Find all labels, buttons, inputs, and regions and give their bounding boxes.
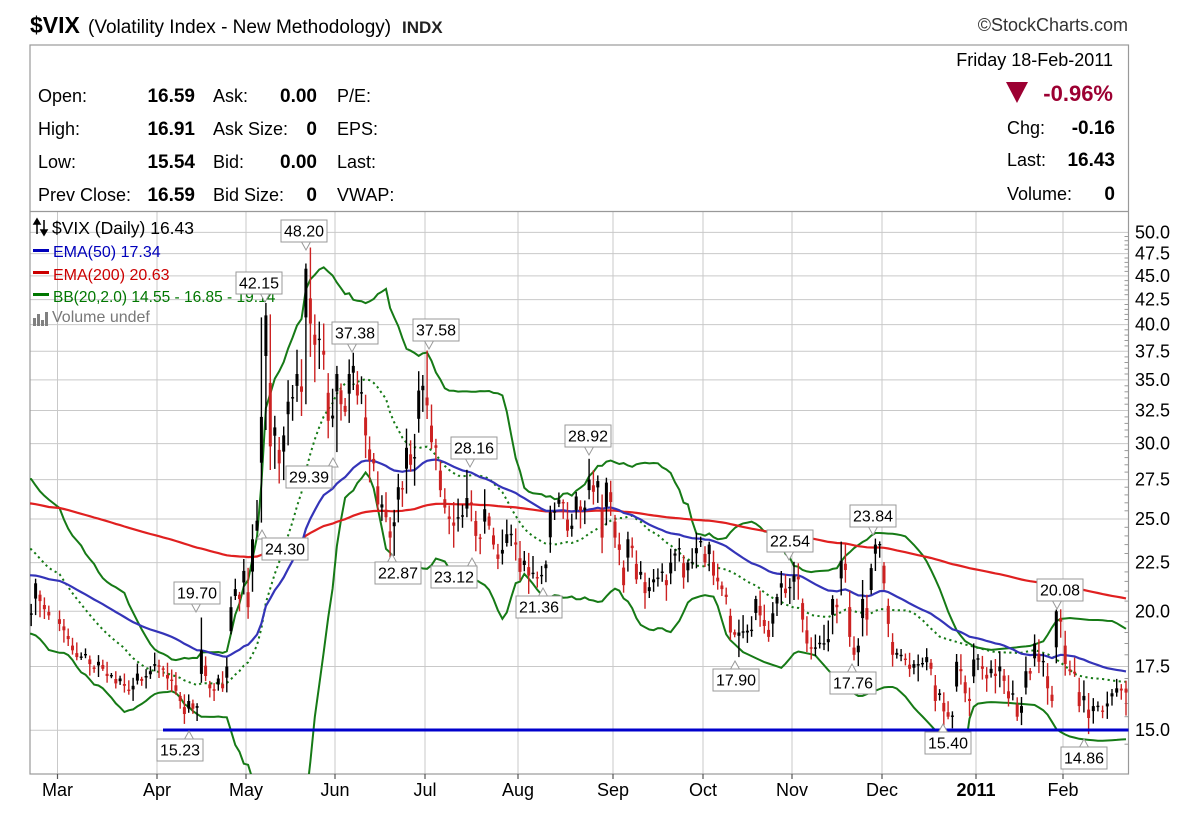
svg-text:Bid:: Bid:	[213, 152, 244, 172]
svg-text:Open:: Open:	[38, 86, 87, 106]
svg-text:(Volatility Index - New Method: (Volatility Index - New Methodology)	[88, 17, 391, 38]
svg-text:16.59: 16.59	[147, 86, 195, 107]
svg-text:Friday 18-Feb-2011: Friday 18-Feb-2011	[956, 50, 1113, 70]
svg-text:Apr: Apr	[143, 780, 171, 800]
svg-text:Jul: Jul	[413, 780, 436, 800]
svg-text:27.5: 27.5	[1135, 470, 1170, 490]
svg-text:15.0: 15.0	[1135, 720, 1170, 740]
svg-text:BB(20,2.0) 14.55 - 16.85 - 19.: BB(20,2.0) 14.55 - 16.85 - 19.14	[53, 289, 276, 306]
svg-text:48.20: 48.20	[284, 224, 324, 241]
svg-text:22.54: 22.54	[770, 534, 810, 551]
svg-text:23.12: 23.12	[434, 570, 474, 587]
svg-text:Last:: Last:	[1007, 150, 1046, 170]
svg-text:22.5: 22.5	[1135, 553, 1170, 573]
svg-text:Low:: Low:	[38, 152, 76, 172]
svg-text:P/E:: P/E:	[337, 86, 371, 106]
svg-text:42.15: 42.15	[239, 276, 279, 293]
svg-text:24.30: 24.30	[265, 542, 305, 559]
svg-text:EMA(200) 20.63: EMA(200) 20.63	[53, 267, 170, 284]
svg-text:19.70: 19.70	[177, 586, 217, 603]
svg-text:Jun: Jun	[320, 780, 349, 800]
svg-text:15.54: 15.54	[147, 152, 195, 173]
svg-text:15.40: 15.40	[928, 736, 968, 753]
svg-text:EMA(50) 17.34: EMA(50) 17.34	[53, 244, 161, 261]
svg-text:Feb: Feb	[1047, 780, 1078, 800]
svg-text:May: May	[229, 780, 263, 800]
svg-text:INDX: INDX	[402, 18, 443, 37]
svg-text:EPS:: EPS:	[337, 119, 378, 139]
svg-text:Mar: Mar	[42, 780, 73, 800]
svg-text:Chg:: Chg:	[1007, 118, 1045, 138]
svg-text:17.90: 17.90	[716, 673, 756, 690]
svg-text:37.38: 37.38	[335, 326, 375, 343]
svg-text:45.0: 45.0	[1135, 266, 1170, 286]
svg-text:16.59: 16.59	[147, 185, 195, 206]
svg-text:50.0: 50.0	[1135, 222, 1170, 242]
svg-text:0: 0	[1104, 184, 1115, 205]
svg-text:Ask Size:: Ask Size:	[213, 119, 288, 139]
svg-text:0: 0	[306, 119, 317, 140]
svg-text:Dec: Dec	[866, 780, 898, 800]
svg-text:20.0: 20.0	[1135, 601, 1170, 621]
svg-text:28.92: 28.92	[568, 429, 608, 446]
svg-text:0.00: 0.00	[280, 152, 317, 173]
svg-text:16.43: 16.43	[1067, 150, 1115, 171]
svg-text:Volume:: Volume:	[1007, 184, 1072, 204]
svg-text:High:: High:	[38, 119, 80, 139]
svg-text:23.84: 23.84	[853, 509, 893, 526]
svg-text:Bid Size:: Bid Size:	[213, 185, 284, 205]
svg-text:47.5: 47.5	[1135, 244, 1170, 264]
svg-text:VWAP:: VWAP:	[337, 185, 394, 205]
svg-text:40.0: 40.0	[1135, 315, 1170, 335]
svg-text:2011: 2011	[956, 780, 995, 800]
svg-text:20.08: 20.08	[1040, 583, 1080, 600]
svg-text:$VIX: $VIX	[30, 12, 81, 38]
svg-text:32.5: 32.5	[1135, 401, 1170, 421]
svg-text:-0.16: -0.16	[1072, 118, 1115, 139]
svg-text:25.0: 25.0	[1135, 509, 1170, 529]
svg-text:©StockCharts.com: ©StockCharts.com	[978, 15, 1128, 35]
svg-text:21.36: 21.36	[519, 600, 559, 617]
svg-text:0: 0	[306, 185, 317, 206]
svg-text:16.91: 16.91	[147, 119, 195, 140]
svg-text:Ask:: Ask:	[213, 86, 248, 106]
svg-text:37.58: 37.58	[416, 323, 456, 340]
svg-text:42.5: 42.5	[1135, 290, 1170, 310]
svg-text:0.00: 0.00	[280, 86, 317, 107]
svg-text:22.87: 22.87	[378, 566, 418, 583]
svg-text:Nov: Nov	[776, 780, 808, 800]
svg-text:15.23: 15.23	[160, 743, 200, 760]
svg-text:Prev Close:: Prev Close:	[38, 185, 131, 205]
svg-text:37.5: 37.5	[1135, 341, 1170, 361]
svg-text:29.39: 29.39	[289, 470, 329, 487]
svg-text:28.16: 28.16	[454, 441, 494, 458]
svg-text:$VIX (Daily) 16.43: $VIX (Daily) 16.43	[52, 218, 194, 238]
svg-text:14.86: 14.86	[1064, 751, 1104, 768]
svg-text:Last:: Last:	[337, 152, 376, 172]
svg-text:Sep: Sep	[597, 780, 629, 800]
svg-text:Aug: Aug	[502, 780, 534, 800]
svg-text:Oct: Oct	[689, 780, 717, 800]
svg-text:17.76: 17.76	[833, 676, 873, 693]
svg-text:30.0: 30.0	[1135, 434, 1170, 454]
svg-text:17.5: 17.5	[1135, 657, 1170, 677]
svg-text:35.0: 35.0	[1135, 370, 1170, 390]
svg-text:Volume undef: Volume undef	[52, 309, 150, 326]
svg-text:-0.96%: -0.96%	[1043, 81, 1113, 106]
